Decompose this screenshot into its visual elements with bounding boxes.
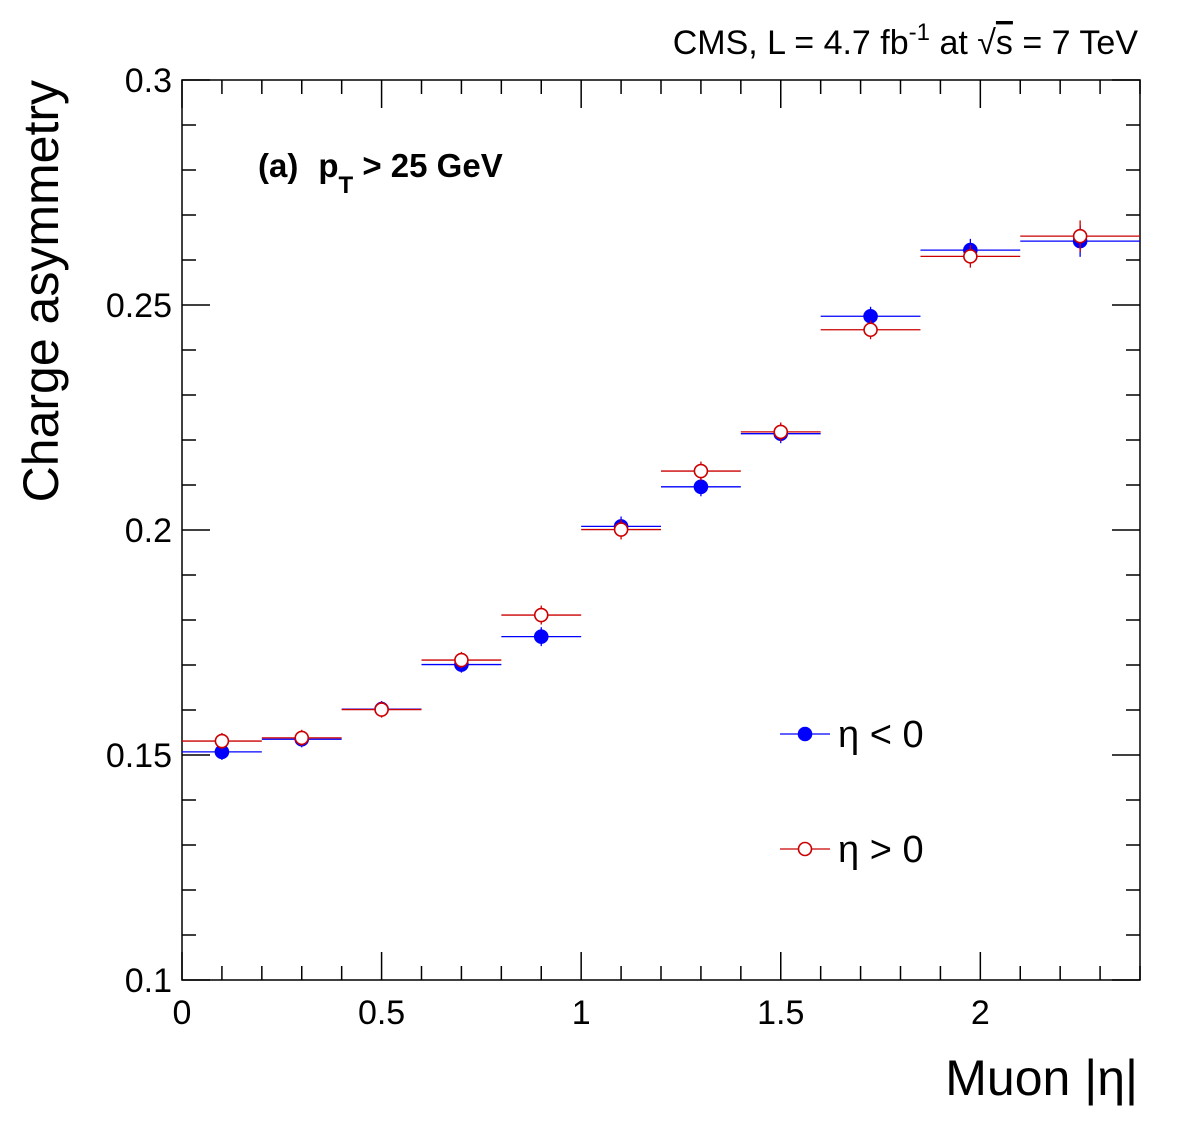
data-point [533,607,549,623]
legend-label: η > 0 [838,829,924,871]
data-point [693,479,709,495]
panel-label: (a) [258,147,298,184]
data-point [533,629,549,644]
header-sqrt: √ [977,24,996,62]
legend-marker [797,726,813,742]
x-axis-title: Muon |η| [945,1050,1138,1106]
data-point [863,322,878,338]
x-tick-label: 2 [971,994,990,1032]
header-suffix: = 7 TeV [1013,24,1138,62]
header-label: CMS, L = 4.7 fb-1 at √s = 7 TeV [673,19,1139,62]
header-lumi-exponent: -1 [909,19,930,46]
data-point [374,702,389,717]
y-tick-label: 0.3 [125,62,172,100]
data-point [693,463,709,479]
axis-tick-labels: 0 0.5 1 1.5 2 0.1 0.15 0.2 0.25 0.3 [106,62,990,1032]
pt-cut: > 25 GeV [353,147,503,184]
data-point [613,522,629,537]
pt-subscript: T [339,172,354,199]
x-tick-label: 0.5 [358,994,405,1032]
data-point [773,424,789,440]
data-point [963,249,978,264]
data-point [294,730,310,746]
data-series [182,220,1140,760]
legend: η < 0 η > 0 [780,714,924,871]
series-0 [182,225,1140,760]
y-tick-label: 0.15 [106,737,172,775]
data-point [454,652,469,668]
x-tick-label: 1 [572,994,591,1032]
series-1 [182,220,1140,750]
data-point [1072,228,1088,244]
y-axis-title: Charge asymmetry [13,80,69,502]
y-tick-label: 0.1 [125,962,172,1000]
axis-ticks [181,79,1141,981]
pt-symbol: p [318,147,338,184]
selection-annotation: (a) pT > 25 GeV [258,147,503,199]
x-tick-label: 0 [173,994,192,1032]
legend-label: η < 0 [838,714,924,756]
header-s: s [996,24,1013,62]
legend-marker [797,841,813,857]
y-tick-label: 0.2 [125,512,172,550]
data-point [214,733,230,749]
header-prefix: CMS, L = 4.7 fb [673,24,909,62]
header-mid: at [930,24,977,62]
x-tick-label: 1.5 [757,994,804,1032]
y-tick-label: 0.25 [106,287,172,325]
